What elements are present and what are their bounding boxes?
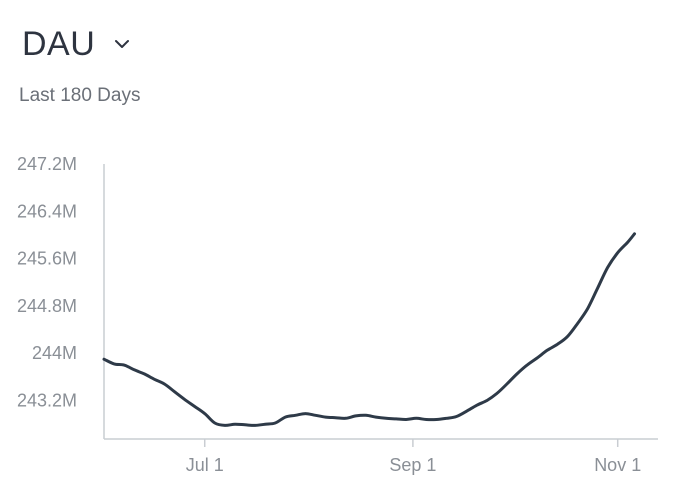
x-tick-label: Sep 1 — [389, 455, 436, 475]
y-tick-label: 245.6M — [17, 249, 77, 269]
page-title: DAU — [22, 25, 96, 63]
y-tick-label: 246.4M — [17, 201, 77, 221]
date-range-label: Last 180 Days — [19, 85, 141, 106]
header: DAU — [22, 22, 133, 66]
y-tick-label: 244M — [32, 343, 77, 363]
y-tick-label: 247.2M — [17, 154, 77, 174]
x-tick-label: Jul 1 — [186, 455, 224, 475]
chevron-down-icon[interactable] — [111, 33, 133, 55]
dau-series-line — [102, 232, 636, 427]
x-tick-label: Nov 1 — [594, 455, 641, 475]
y-tick-label: 243.2M — [17, 391, 77, 411]
y-tick-label: 244.8M — [17, 296, 77, 316]
